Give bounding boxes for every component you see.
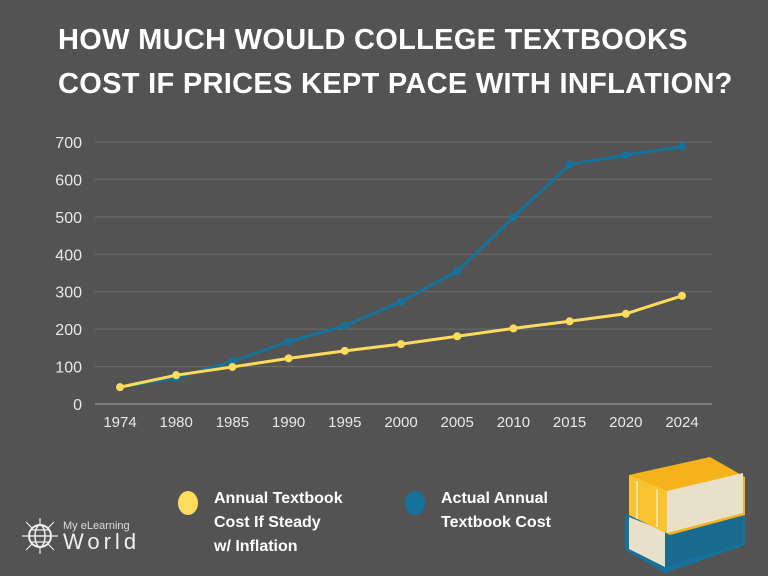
logo-text-bottom: World — [63, 529, 141, 554]
y-tick-label: 700 — [55, 135, 82, 152]
x-tick-label: 1980 — [160, 414, 193, 431]
data-point — [678, 291, 686, 300]
data-point — [116, 383, 124, 392]
y-tick-label: 600 — [55, 172, 82, 189]
legend-label: Annual Textbook Cost If Steady w/ Inflat… — [214, 490, 343, 555]
x-tick-label: 2010 — [497, 414, 530, 431]
books-illustration — [625, 457, 745, 573]
y-tick-label: 0 — [73, 397, 82, 414]
chart-title: HOW MUCH WOULD COLLEGE TEXTBOOKS COST IF… — [58, 18, 758, 106]
logo: My eLearning World — [20, 516, 140, 556]
x-tick-label: 1990 — [272, 414, 305, 431]
legend-swatch-yellow — [178, 491, 198, 515]
x-tick-label: 2020 — [609, 414, 642, 431]
data-point — [397, 297, 405, 306]
x-tick-label: 1974 — [103, 414, 136, 431]
data-point — [565, 317, 574, 326]
y-tick-label: 100 — [55, 360, 82, 377]
data-point — [228, 362, 237, 371]
y-tick-label: 300 — [55, 285, 82, 302]
legend-item-actual: Actual Annual Textbook Cost — [405, 487, 551, 535]
data-point — [509, 324, 518, 333]
x-tick-label: 2015 — [553, 414, 586, 431]
x-tick-label: 2024 — [665, 414, 698, 431]
data-point — [340, 346, 349, 355]
data-point — [172, 371, 181, 380]
logo-text-top: My eLearning — [63, 520, 130, 532]
data-point — [397, 340, 405, 349]
x-tick-label: 1995 — [328, 414, 361, 431]
title-line-2: COST IF PRICES KEPT PACE WITH INFLATION? — [58, 68, 733, 100]
x-tick-label: 1985 — [216, 414, 249, 431]
data-point — [453, 332, 462, 341]
legend-label: Actual Annual Textbook Cost — [441, 490, 551, 531]
data-point — [284, 337, 293, 346]
data-point — [565, 160, 574, 169]
y-tick-label: 200 — [55, 322, 82, 339]
legend-swatch-blue — [405, 491, 425, 515]
globe-icon — [22, 518, 58, 554]
y-tick-label: 400 — [55, 247, 82, 264]
data-point — [678, 142, 686, 151]
data-point — [509, 213, 518, 222]
data-point — [228, 357, 237, 366]
legend-item-inflation: Annual Textbook Cost If Steady w/ Inflat… — [178, 487, 343, 559]
title-line-1: HOW MUCH WOULD COLLEGE TEXTBOOKS — [58, 24, 688, 56]
data-point — [284, 354, 293, 363]
data-point — [621, 309, 630, 318]
x-tick-label: 2005 — [441, 414, 474, 431]
data-point — [340, 321, 349, 330]
y-tick-label: 500 — [55, 210, 82, 227]
data-point — [621, 151, 630, 160]
series-line — [119, 145, 683, 389]
data-point — [453, 267, 462, 276]
x-tick-label: 2000 — [384, 414, 417, 431]
